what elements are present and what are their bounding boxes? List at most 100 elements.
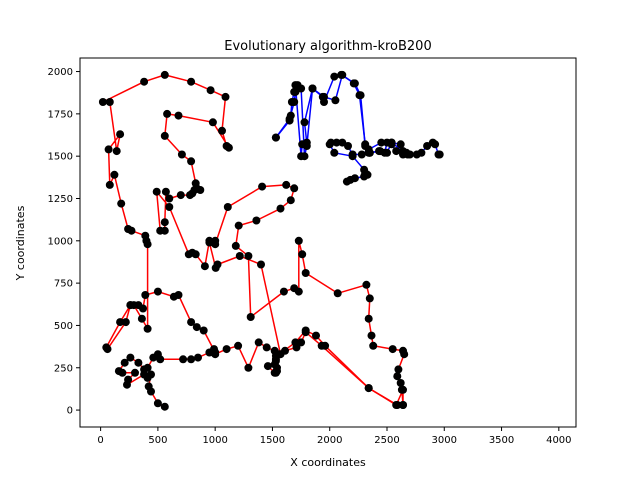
city-point <box>396 379 405 387</box>
city-point <box>221 92 230 101</box>
y-axis: 0 250 500 750 1000 1250 1500 1750 2000 <box>48 67 80 417</box>
city-point <box>435 150 444 159</box>
city-point <box>121 318 130 327</box>
x-tick-label: 2500 <box>374 435 399 446</box>
city-point <box>200 262 209 271</box>
city-point <box>156 226 165 235</box>
city-point <box>160 131 169 140</box>
city-point <box>369 341 378 350</box>
city-point <box>297 338 306 347</box>
city-point <box>285 114 294 123</box>
city-point <box>394 365 403 374</box>
city-point <box>177 150 186 159</box>
city-point <box>191 250 200 259</box>
y-tick-label: 1750 <box>48 109 73 120</box>
city-point <box>110 170 119 179</box>
city-point <box>364 384 373 393</box>
city-point <box>116 318 125 327</box>
x-tick-label: 500 <box>148 435 167 446</box>
city-point <box>169 292 178 301</box>
x-tick-label: 0 <box>97 435 103 446</box>
city-point <box>342 177 351 186</box>
city-point <box>396 140 405 149</box>
city-point <box>118 368 127 377</box>
city-point <box>156 355 165 364</box>
city-point <box>222 345 231 354</box>
city-point <box>399 385 407 394</box>
city-point <box>365 148 374 157</box>
city-point <box>143 324 152 333</box>
city-point <box>129 301 138 310</box>
city-point <box>134 358 143 367</box>
city-point <box>355 91 364 100</box>
city-point <box>376 147 385 156</box>
city-point <box>246 313 255 321</box>
city-point <box>218 126 226 135</box>
x-axis-label: X coordinates <box>290 456 366 469</box>
city-point <box>365 294 374 303</box>
city-point <box>254 338 263 347</box>
city-point <box>330 148 339 157</box>
y-tick-label: 1000 <box>48 236 73 247</box>
city-point <box>431 140 440 149</box>
city-point <box>258 182 267 191</box>
city-point <box>367 331 376 340</box>
city-point <box>98 98 107 106</box>
city-point <box>206 86 215 95</box>
city-point <box>231 241 240 250</box>
city-point <box>331 96 340 105</box>
city-point <box>124 225 133 233</box>
city-point <box>153 287 162 296</box>
x-tick-label: 2000 <box>317 435 342 446</box>
city-point <box>105 98 114 106</box>
city-point <box>320 92 328 101</box>
city-point <box>338 70 347 79</box>
y-tick-label: 500 <box>54 321 73 332</box>
city-point <box>360 172 369 181</box>
city-point <box>123 380 131 389</box>
city-point <box>144 382 153 391</box>
city-point <box>377 138 386 147</box>
city-point <box>279 287 288 296</box>
city-point <box>291 338 300 347</box>
city-point <box>234 341 243 350</box>
city-point <box>357 150 366 159</box>
city-point <box>364 314 373 323</box>
city-point <box>137 314 146 323</box>
city-point <box>349 79 358 88</box>
city-point <box>211 348 220 357</box>
city-point <box>160 218 169 227</box>
y-axis-label: Y coordinates <box>14 205 27 281</box>
city-point <box>290 184 299 193</box>
city-point <box>399 401 407 409</box>
city-point <box>131 368 139 377</box>
city-point <box>399 147 407 156</box>
city-point <box>234 221 243 230</box>
city-point <box>117 199 126 208</box>
city-point <box>262 343 271 352</box>
city-point <box>273 363 281 372</box>
city-point <box>301 326 310 335</box>
x-tick-label: 1500 <box>260 435 285 446</box>
city-point <box>325 140 334 149</box>
y-tick-label: 250 <box>54 363 73 374</box>
city-point <box>174 111 183 120</box>
city-point <box>290 98 299 106</box>
city-point <box>244 252 253 260</box>
city-point <box>332 138 341 147</box>
city-point <box>257 260 265 269</box>
city-point <box>126 353 135 362</box>
city-point <box>213 260 222 269</box>
city-point <box>275 350 284 359</box>
city-point <box>103 345 112 354</box>
city-point <box>187 157 196 166</box>
city-point <box>298 250 307 259</box>
city-point <box>300 152 309 161</box>
city-point <box>383 148 391 157</box>
city-point <box>112 147 121 156</box>
city-point <box>223 203 232 211</box>
city-point <box>194 353 202 362</box>
city-point <box>176 191 185 200</box>
plot-frame <box>79 57 577 428</box>
city-point <box>187 355 196 364</box>
